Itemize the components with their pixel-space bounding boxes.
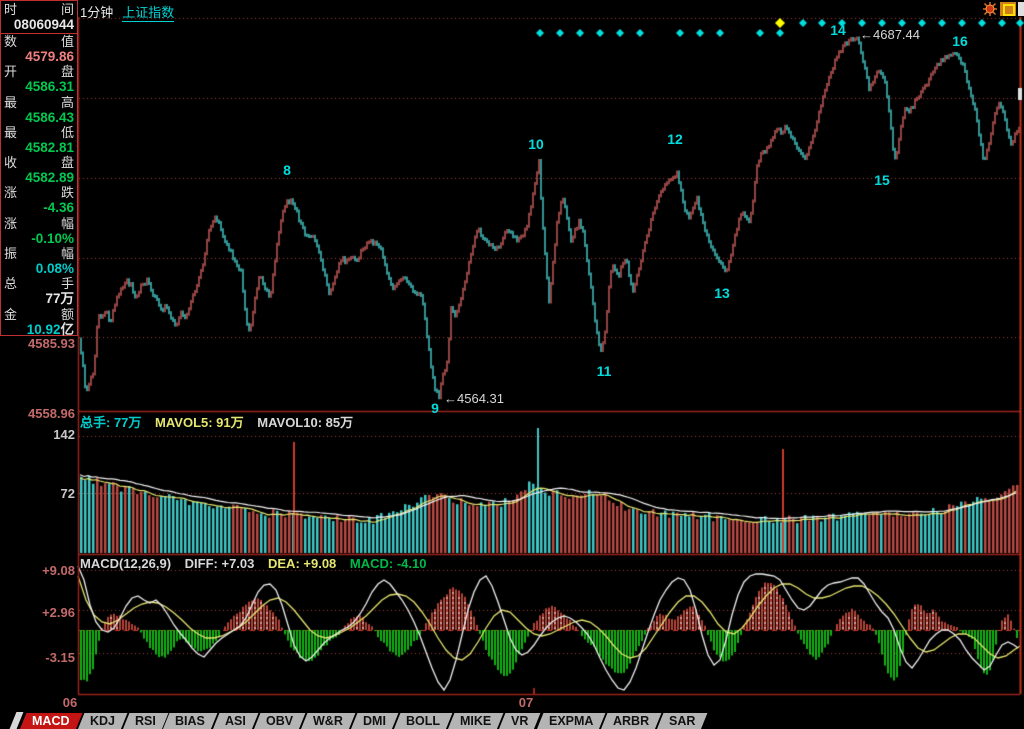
tab-macd[interactable]: MACD	[19, 713, 82, 729]
x-axis-label: 07	[518, 695, 534, 710]
tab-dmi[interactable]: DMI	[350, 713, 399, 729]
tab-obv[interactable]: OBV	[253, 713, 306, 729]
price-axis-label: 4585.93	[28, 336, 75, 351]
volume-axis-label: 142	[53, 427, 75, 442]
quote-row-label: 总手	[4, 276, 74, 292]
quote-row-label: 金额	[4, 306, 74, 322]
quote-row-label: 涨跌	[4, 185, 74, 201]
quote-row-value: 10.92亿	[26, 321, 74, 337]
period-label[interactable]: 1分钟	[80, 5, 114, 20]
quote-row: 最高 4586.43	[1, 95, 77, 125]
tab-vr[interactable]: VR	[498, 713, 542, 729]
app-sun-icon[interactable]	[982, 2, 998, 16]
tab-sar[interactable]: SAR	[656, 713, 709, 729]
volume-total-label: 总手: 77万	[80, 415, 142, 430]
price-annotation: ←4564.31	[444, 391, 504, 406]
chart-point-label: 10	[528, 136, 544, 152]
quote-row-label: 最高	[4, 94, 74, 110]
tab-boll[interactable]: BOLL	[393, 713, 453, 729]
macd-params-label: MACD(12,26,9)	[80, 556, 172, 571]
quote-row-value: 4582.81	[25, 139, 74, 155]
macd-dea-label: DEA: +9.08	[268, 556, 337, 571]
tab-arbr[interactable]: ARBR	[600, 713, 662, 729]
quote-row: 总手 77万	[1, 276, 77, 306]
quote-row-value: 4582.89	[25, 170, 74, 186]
quote-row-label: 收盘	[4, 155, 74, 171]
chart-point-label: 8	[283, 162, 291, 178]
quote-row-value: 08060944	[13, 17, 74, 32]
quote-row-label: 开盘	[4, 64, 74, 80]
quote-row-value: 0.08%	[35, 261, 74, 277]
quote-row-label: 数值	[4, 34, 74, 49]
chart-canvas[interactable]	[0, 0, 1024, 712]
tab-asi[interactable]: ASI	[212, 713, 259, 729]
quote-panel: 时间 08060944 数值 4579.86 开盘 4586.31 最高 4586.43 最低 4…	[0, 0, 78, 337]
tab-kdj[interactable]: KDJ	[77, 713, 127, 729]
chart-point-label: 9	[431, 400, 439, 416]
chart-point-label: 13	[714, 285, 730, 301]
chart-point-label: 11	[596, 363, 612, 379]
quote-row: 涨跌 -4.36	[1, 185, 77, 215]
price-annotation: ←4687.44	[860, 27, 920, 42]
quote-row-value: -4.36	[43, 200, 74, 216]
macd-axis-label: +2.96	[42, 605, 75, 620]
chart-point-label: 14	[830, 22, 846, 38]
tab-wr[interactable]: W&R	[300, 713, 356, 729]
volume-pane-header: 总手: 77万 MAVOL5: 91万 MAVOL10: 85万	[80, 412, 363, 431]
macd-value-label: MACD: -4.10	[349, 556, 427, 571]
quote-row: 开盘 4586.31	[1, 64, 77, 94]
quote-row: 最低 4582.81	[1, 125, 77, 155]
tab-expma[interactable]: EXPMA	[536, 713, 606, 729]
macd-axis-label: -3.15	[45, 650, 75, 665]
quote-row-value: 4586.43	[25, 109, 74, 125]
partial-window-icon	[1018, 2, 1024, 16]
quote-row-value: -0.10%	[31, 230, 74, 246]
tab-bias[interactable]: BIAS	[162, 713, 218, 729]
quote-row-value: 4579.86	[25, 49, 74, 64]
volume-axis-label: 72	[60, 486, 75, 501]
quote-row-value: 4586.31	[25, 79, 74, 95]
quote-row-label: 振幅	[4, 246, 74, 262]
indicator-tabbar: MACD KDJ RSI BIAS ASI OBV W&R DMI BOLL MIKE VR EXPM…	[0, 712, 1024, 729]
chart-point-label: 15	[874, 172, 890, 188]
quote-row-label: 最低	[4, 124, 74, 140]
mavol5-label: MAVOL5: 91万	[155, 415, 244, 430]
price-axis-label: 4558.96	[28, 406, 75, 421]
mavol10-label: MAVOL10: 85万	[257, 415, 354, 430]
macd-diff-label: DIFF: +7.03	[184, 556, 255, 571]
chart-title-bar: 1分钟 上证指数	[80, 2, 175, 22]
macd-pane-header: MACD(12,26,9) DIFF: +7.03 DEA: +9.08 MAC…	[80, 556, 437, 571]
quote-row-label: 涨幅	[4, 215, 74, 231]
x-axis-label: 06	[62, 695, 78, 710]
quote-row: 收盘 4582.89	[1, 155, 77, 185]
quote-row: 振幅 0.08%	[1, 246, 77, 276]
quote-row: 数值 4579.86	[1, 34, 77, 64]
window-icons	[982, 2, 1016, 16]
tab-mike[interactable]: MIKE	[447, 713, 504, 729]
macd-axis-label: +9.08	[42, 563, 75, 578]
chart-point-label: 16	[952, 33, 968, 49]
tab-rsi[interactable]: RSI	[122, 713, 168, 729]
restore-window-icon[interactable]	[1000, 2, 1016, 16]
quote-row-value: 77万	[45, 291, 74, 307]
quote-row: 涨幅 -0.10%	[1, 216, 77, 246]
chart-point-label: 12	[667, 131, 683, 147]
quote-row: 金额 10.92亿	[1, 307, 77, 337]
quote-row: 时间 08060944	[1, 1, 77, 34]
quote-row-label: 时间	[4, 2, 74, 17]
symbol-link[interactable]: 上证指数	[122, 5, 175, 22]
